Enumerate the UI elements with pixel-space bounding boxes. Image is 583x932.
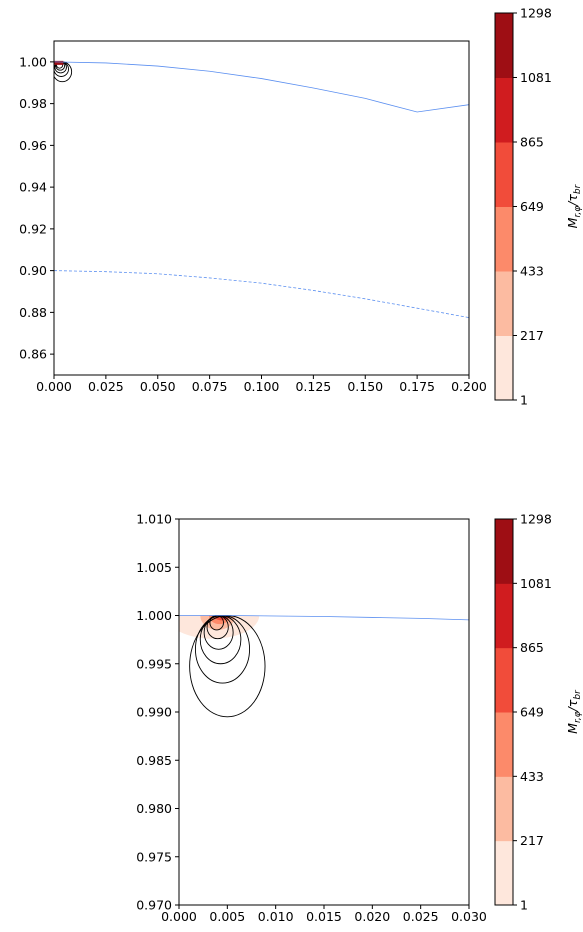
colorbar-band-5: [495, 583, 513, 649]
y-tick-label: 0.98: [19, 96, 47, 111]
x-tick-label: 0.020: [354, 909, 390, 924]
colorbar-tick-label: 865: [520, 640, 544, 655]
series-line-1: [54, 61, 469, 113]
colorbar-band-4: [495, 142, 513, 207]
colorbar-tick-label: 649: [520, 199, 544, 214]
y-tick-label: 0.995: [136, 656, 172, 671]
colorbar-tick-label: 1: [520, 393, 528, 408]
colorbar-tick-label: 1081: [520, 70, 552, 85]
y-tick-label: 0.990: [136, 705, 172, 720]
colorbar-band-1: [495, 840, 513, 906]
y-tick-label: 1.00: [19, 54, 47, 69]
colorbar-band-2: [495, 776, 513, 842]
x-tick-label: 0.015: [306, 909, 342, 924]
y-tick-label: 0.970: [136, 898, 172, 913]
y-tick-label: 0.94: [19, 180, 47, 195]
x-tick-label: 0.000: [36, 379, 72, 394]
colorbar-tick-label: 649: [520, 705, 544, 720]
axes-frame: [178, 518, 470, 906]
colorbar-tick-label: 1: [520, 898, 528, 913]
plot-area: [54, 60, 469, 318]
colorbar-band-2: [495, 271, 513, 336]
x-tick-label: 0.025: [403, 909, 439, 924]
chart-1: 0.000 0.025 0.050 0.075 0.100 0.125 0.150 0.175…: [19, 6, 583, 408]
x-tick-label: 0.100: [244, 379, 280, 394]
colorbar-band-4: [495, 647, 513, 713]
colorbar-band-6: [495, 13, 513, 78]
contour-core: [54, 60, 64, 65]
y-tick-label: 0.985: [136, 753, 172, 768]
colorbar-label-part: τ: [565, 699, 580, 707]
x-tick-label: 0.050: [140, 379, 176, 394]
y-tick-label: 0.92: [19, 221, 47, 236]
x-tick-label: 0.175: [399, 379, 435, 394]
y-tick-label: 0.96: [19, 138, 47, 153]
colorbar-label-part: /: [565, 200, 580, 207]
x-tick-label: 0.200: [451, 379, 487, 394]
plot-area: [179, 615, 469, 718]
colorbar-label-subscript: br: [573, 183, 583, 194]
x-tick-label: 0.125: [295, 379, 331, 394]
colorbar-label: Mr,φ/τbr: [565, 183, 583, 228]
colorbar-tick-label: 433: [520, 769, 544, 784]
x-tick-label: 0.075: [192, 379, 228, 394]
chart-2: 0.000 0.005 0.010 0.015 0.020 0.025 0.030 0.970…: [136, 512, 583, 925]
x-tick-label: 0.025: [88, 379, 124, 394]
colorbar-label-part: M: [565, 217, 580, 228]
y-tick-label: 1.005: [136, 560, 172, 575]
y-tick-label: 1.010: [136, 512, 172, 527]
colorbar-band-1: [495, 335, 513, 401]
colorbar-label: Mr,φ/τbr: [565, 689, 583, 734]
x-tick-label: 0.030: [451, 909, 487, 924]
colorbar-tick-label: 1298: [520, 512, 552, 527]
x-tick-label: 0.000: [161, 909, 197, 924]
colorbar-label-subscript: br: [573, 689, 583, 700]
colorbar-tick-label: 217: [520, 328, 544, 343]
series-line-1: [179, 615, 469, 621]
y-tick-label: 0.88: [19, 305, 47, 320]
colorbar-tick-label: 1081: [520, 576, 552, 591]
axes-frame: [53, 40, 470, 376]
colorbar-label-part: M: [565, 723, 580, 734]
colorbar-band-3: [495, 206, 513, 272]
colorbar-tick-label: 217: [520, 833, 544, 848]
y-tick-label: 0.980: [136, 801, 172, 816]
series-line-2: [54, 270, 469, 318]
colorbar-label-subscript: r,φ: [573, 711, 583, 723]
x-tick-label: 0.150: [347, 379, 383, 394]
y-tick-label: 0.90: [19, 263, 47, 278]
colorbar-band-3: [495, 712, 513, 777]
colorbar-band-6: [495, 519, 513, 584]
x-tick-label: 0.005: [209, 909, 245, 924]
colorbar-label-part: /: [565, 705, 580, 712]
colorbar-band-5: [495, 77, 513, 143]
y-tick-label: 0.86: [19, 347, 47, 362]
colorbar-label-subscript: r,φ: [573, 206, 583, 218]
colorbar-tick-label: 865: [520, 135, 544, 150]
colorbar-tick-label: 1298: [520, 6, 552, 21]
colorbar-tick-label: 433: [520, 264, 544, 279]
y-tick-label: 0.975: [136, 849, 172, 864]
x-tick-label: 0.010: [258, 909, 294, 924]
y-tick-label: 1.000: [136, 608, 172, 623]
colorbar-label-part: τ: [565, 194, 580, 202]
